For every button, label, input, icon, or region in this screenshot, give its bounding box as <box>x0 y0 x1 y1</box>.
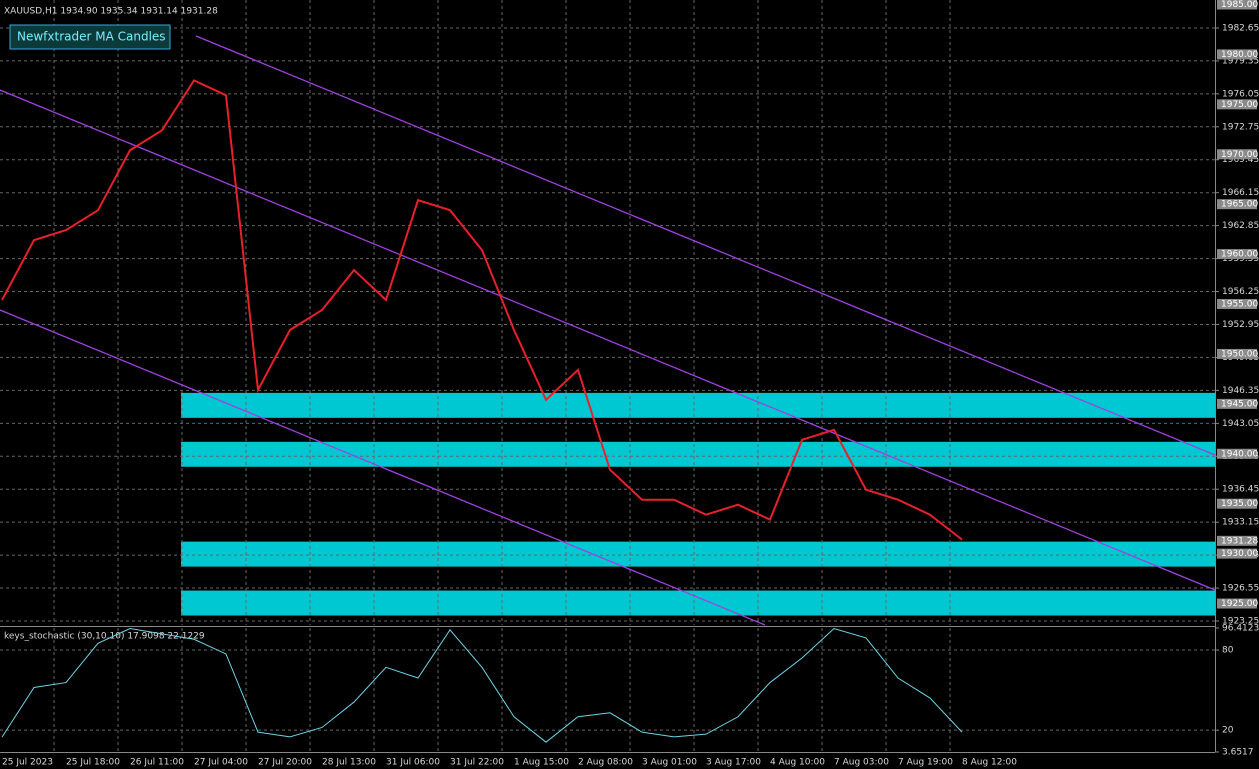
level-label: 1930.00 <box>1221 549 1258 559</box>
stochastic-line <box>1 627 963 743</box>
indicator-button-label[interactable]: Newfxtrader MA Candles <box>17 30 166 44</box>
level-label: 1970.00 <box>1221 150 1258 160</box>
y-tick-label: 80 <box>1222 645 1234 655</box>
level-label: 1975.00 <box>1221 100 1258 110</box>
level-marker <box>1217 535 1257 546</box>
y-tick-label: 1943.05 <box>1222 419 1259 429</box>
y-tick-label: 1972.75 <box>1222 122 1259 132</box>
y-tick-label: 1966.15 <box>1222 188 1259 198</box>
level-marker <box>1217 249 1257 260</box>
zone <box>181 392 1215 418</box>
level-marker <box>1217 398 1257 409</box>
x-tick-label: 31 Jul 06:00 <box>386 758 440 768</box>
zone <box>181 541 1215 567</box>
y-tick-label: 1946.35 <box>1222 386 1259 396</box>
level-marker <box>1217 448 1257 459</box>
channel-line <box>0 89 1216 591</box>
y-tick-label: 20 <box>1222 726 1234 736</box>
level-label: 1955.00 <box>1221 300 1258 310</box>
level-marker <box>1217 498 1257 509</box>
y-tick-label: 1979.35 <box>1222 56 1259 66</box>
y-tick-label: 1933.15 <box>1222 518 1259 528</box>
y-tick-label: 1962.85 <box>1222 221 1259 231</box>
level-marker <box>1217 548 1257 559</box>
y-tick-label: 1926.55 <box>1222 584 1259 594</box>
y-tick-label: 3.6517 <box>1222 748 1254 758</box>
x-tick-label: 25 Jul 2023 <box>2 758 53 768</box>
y-tick-label: 1936.45 <box>1222 485 1259 495</box>
channel <box>0 35 1216 626</box>
x-tick-label: 3 Aug 17:00 <box>706 758 761 768</box>
level-marker <box>1217 348 1257 359</box>
level-label: 1965.00 <box>1221 200 1258 210</box>
y-tick-label: 1969.45 <box>1222 155 1259 165</box>
indicator-title: keys_stochastic (30,10,10) 17.9098 22.12… <box>4 632 205 642</box>
y-tick-label: 1976.05 <box>1222 89 1259 99</box>
zone <box>181 441 1215 467</box>
level-label: 1950.00 <box>1221 349 1258 359</box>
x-tick-label: 27 Jul 20:00 <box>258 758 312 768</box>
x-tick-label: 26 Jul 11:00 <box>130 758 184 768</box>
y-tick-label: 1923.25 <box>1222 617 1259 627</box>
level-marker <box>1217 49 1257 60</box>
price-line <box>1 79 963 541</box>
x-tick-label: 3 Aug 01:00 <box>642 758 697 768</box>
y-tick-label: 1982.65 <box>1222 23 1259 33</box>
level-label: 1935.00 <box>1221 499 1258 509</box>
x-tick-label: 1 Aug 15:00 <box>514 758 569 768</box>
level-label: 1985.00 <box>1221 0 1258 10</box>
y-tick-label: 1956.25 <box>1222 287 1259 297</box>
channel-line <box>0 309 766 626</box>
level-marker <box>1217 99 1257 110</box>
x-tick-label: 27 Jul 04:00 <box>194 758 248 768</box>
indicator-button[interactable] <box>9 24 171 50</box>
x-tick-label: 7 Aug 19:00 <box>898 758 953 768</box>
x-tick-label: 4 Aug 10:00 <box>770 758 825 768</box>
x-tick-label: 28 Jul 13:00 <box>322 758 376 768</box>
level-label: 1940.00 <box>1221 449 1258 459</box>
x-tick-label: 25 Jul 18:00 <box>66 758 120 768</box>
y-tick-label: 96.4123 <box>1222 624 1259 634</box>
x-tick-label: 7 Aug 03:00 <box>834 758 889 768</box>
level-marker <box>1217 299 1257 310</box>
level-label: 1925.00 <box>1221 599 1258 609</box>
zone <box>181 590 1215 616</box>
level-marker <box>1217 0 1257 10</box>
level-marker <box>1217 149 1257 160</box>
y-tick-label: 1952.95 <box>1222 320 1259 330</box>
level-label: 1980.00 <box>1221 50 1258 60</box>
x-tick-label: 8 Aug 12:00 <box>962 758 1017 768</box>
level-label: 1945.00 <box>1221 399 1258 409</box>
level-marker <box>1217 598 1257 609</box>
x-tick-label: 2 Aug 08:00 <box>578 758 633 768</box>
x-tick-label: 31 Jul 22:00 <box>450 758 504 768</box>
level-label: 1931.28 <box>1221 536 1258 546</box>
channel-line <box>195 35 1216 456</box>
symbol-info: XAUUSD,H1 1934.90 1935.34 1931.14 1931.2… <box>4 7 218 17</box>
level-marker <box>1217 199 1257 210</box>
level-label: 1960.00 <box>1221 250 1258 260</box>
